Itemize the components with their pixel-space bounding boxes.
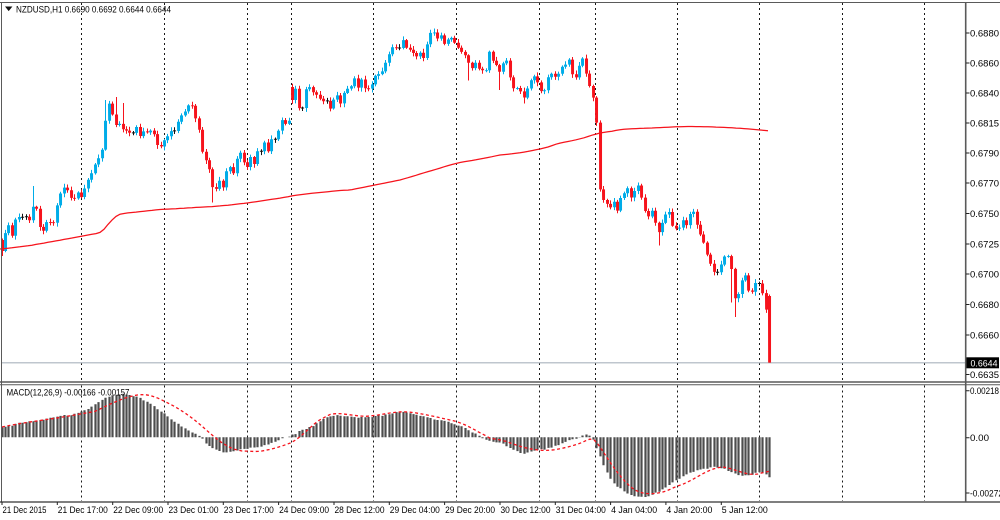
- svg-text:0.6860: 0.6860: [970, 58, 999, 69]
- svg-text:21 Dec 17:00: 21 Dec 17:00: [58, 505, 108, 516]
- svg-text:29 Dec 20:00: 29 Dec 20:00: [445, 505, 495, 516]
- svg-text:NZDUSD,H1 0.6690 0.6692 0.664: NZDUSD,H1 0.6690 0.6692 0.6644 0.6644: [16, 4, 171, 15]
- svg-text:0.6635: 0.6635: [970, 370, 999, 381]
- svg-text:-0.00272: -0.00272: [970, 488, 1000, 499]
- svg-text:23 Dec 17:00: 23 Dec 17:00: [224, 505, 274, 516]
- svg-text:4 Jan 04:00: 4 Jan 04:00: [611, 505, 657, 516]
- svg-text:21 Dec 2015: 21 Dec 2015: [3, 505, 47, 516]
- svg-text:29 Dec 04:00: 29 Dec 04:00: [390, 505, 440, 516]
- svg-text:0.00218: 0.00218: [970, 386, 999, 397]
- svg-text:0.00: 0.00: [970, 433, 989, 444]
- svg-text:4 Jan 20:00: 4 Jan 20:00: [666, 505, 712, 516]
- svg-text:0.6750: 0.6750: [970, 209, 999, 220]
- svg-text:5 Jan 12:00: 5 Jan 12:00: [722, 505, 768, 516]
- svg-text:28 Dec 12:00: 28 Dec 12:00: [335, 505, 385, 516]
- svg-text:0.6700: 0.6700: [970, 269, 999, 280]
- svg-text:0.6725: 0.6725: [970, 239, 999, 250]
- svg-text:0.6660: 0.6660: [970, 330, 999, 341]
- svg-text:24 Dec 09:00: 24 Dec 09:00: [279, 505, 329, 516]
- svg-text:0.6880: 0.6880: [970, 28, 999, 39]
- svg-text:0.6790: 0.6790: [970, 148, 999, 159]
- svg-text:31 Dec 04:00: 31 Dec 04:00: [556, 505, 606, 516]
- svg-text:0.6644: 0.6644: [971, 358, 998, 369]
- svg-text:MACD(12,26,9) -0.00166 -0.0015: MACD(12,26,9) -0.00166 -0.00157: [7, 387, 130, 397]
- svg-text:23 Dec 01:00: 23 Dec 01:00: [169, 505, 219, 516]
- svg-text:30 Dec 12:00: 30 Dec 12:00: [501, 505, 551, 516]
- svg-text:0.6680: 0.6680: [970, 300, 999, 311]
- svg-text:0.6840: 0.6840: [970, 88, 999, 99]
- svg-text:0.6815: 0.6815: [970, 118, 999, 129]
- svg-text:22 Dec 09:00: 22 Dec 09:00: [113, 505, 163, 516]
- svg-text:0.6770: 0.6770: [970, 178, 999, 189]
